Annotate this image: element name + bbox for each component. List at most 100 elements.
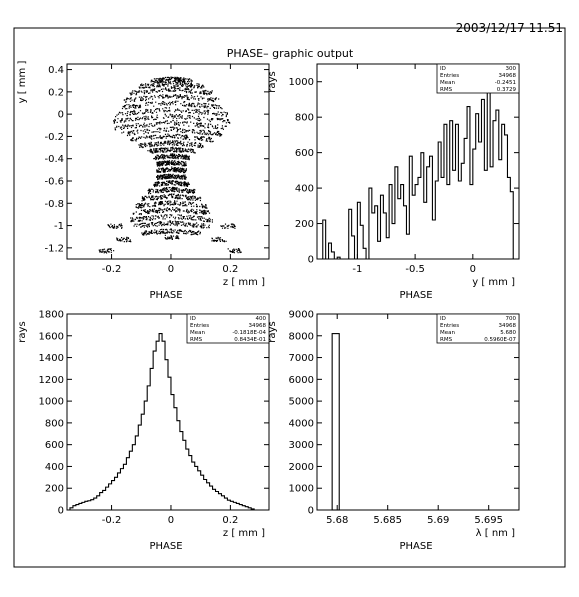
scatter-axes: -0.2 0 0.2 0.4 0.2 0 -0.2 -0.4 -0.6 -0.8 -1 -1.2 xyxy=(44,64,269,275)
hist-y-y-tick-label: 1000 xyxy=(289,77,314,88)
scatter-y-tick-label: 0.2 xyxy=(48,87,64,98)
hist-y-stats-frame xyxy=(436,63,520,94)
hist-lambda-stat-value: 0.5960E-07 xyxy=(484,337,516,343)
hist-y-histogram-outline xyxy=(322,88,517,260)
scatter-y-tick-label: -1.2 xyxy=(44,243,64,254)
hist-y-frame xyxy=(316,63,520,260)
hist-y-bars xyxy=(322,88,517,260)
scatter-y-tick-label: -0.8 xyxy=(44,199,64,210)
panel-hist-z: -0.2 0 0.2 0 200 400 600 800 1000 1200 1400 1600 180… xyxy=(17,310,270,552)
hist-y-y-tick-label: 0 xyxy=(308,255,314,266)
hist-y-caption: PHASE xyxy=(399,290,432,301)
hist-lambda-y-tick-label: 0 xyxy=(308,506,314,517)
hist-y-stat-value: -0.2451 xyxy=(495,80,516,86)
hist-lambda-x-tick-label: 5.68 xyxy=(326,515,348,526)
hist-z-y-tick-label: 200 xyxy=(45,484,64,495)
hist-lambda-y-label: rays xyxy=(267,321,278,342)
hist-y-y-tick-label: 200 xyxy=(295,219,314,230)
hist-lambda-y-tick-label: 3000 xyxy=(289,440,314,451)
hist-z-frame xyxy=(66,313,270,511)
hist-lambda-bars xyxy=(331,333,340,511)
hist-lambda-stat-key: Mean xyxy=(440,330,455,336)
hist-y-stat-key: Entries xyxy=(440,73,459,79)
page-title: PHASE– graphic output xyxy=(227,47,354,60)
hist-y-x-tick-label: 0 xyxy=(470,264,476,275)
hist-y-stat-key: RMS xyxy=(440,87,453,93)
scatter-y-tick-label: -0.4 xyxy=(44,154,64,165)
hist-lambda-stat-value: 5.680 xyxy=(500,330,516,336)
hist-lambda-caption: PHASE xyxy=(399,541,432,552)
hist-z-y-tick-label: 1600 xyxy=(39,331,64,342)
hist-z-y-tick-label: 0 xyxy=(58,506,64,517)
scatter-x-tick-label: -0.2 xyxy=(102,264,122,275)
scatter-y-tick-label: 0 xyxy=(58,110,64,121)
hist-y-stat-value: 0.3729 xyxy=(497,87,517,93)
hist-lambda-stat-key: ID xyxy=(440,316,446,322)
hist-z-stats-frame xyxy=(186,313,270,344)
hist-z-axes: -0.2 0 0.2 0 200 400 600 800 1000 1200 1400 1600 180… xyxy=(39,310,269,526)
hist-z-stat-value: 34968 xyxy=(249,323,267,329)
panel-scatter: -0.2 0 0.2 0.4 0.2 0 -0.2 -0.4 -0.6 -0.8 -1 -1.2 z … xyxy=(17,61,270,301)
hist-lambda-x-tick-label: 5.69 xyxy=(427,515,449,526)
hist-lambda-stat-key: Entries xyxy=(440,323,459,329)
hist-lambda-y-tick-label: 6000 xyxy=(289,375,314,386)
hist-z-y-label: rays xyxy=(17,321,28,342)
scatter-y-tick-label: 0.4 xyxy=(48,65,64,76)
hist-z-bars xyxy=(67,333,269,511)
hist-z-y-tick-label: 1200 xyxy=(39,375,64,386)
hist-y-stats-box: ID 300 Entries 34968 Mean -0.2451 RMS 0.3729 xyxy=(436,63,520,94)
hist-z-y-tick-label: 400 xyxy=(45,462,64,473)
hist-lambda-axes: 5.68 5.685 5.69 5.695 0 1000 2000 3000 4000 5000 6… xyxy=(289,310,519,526)
hist-lambda-x-tick-label: 5.685 xyxy=(373,515,402,526)
hist-lambda-y-tick-label: 1000 xyxy=(289,484,314,495)
hist-z-x-tick-label: 0.2 xyxy=(222,515,238,526)
scatter-x-label: z [ mm ] xyxy=(223,277,265,288)
hist-z-y-tick-label: 600 xyxy=(45,440,64,451)
hist-z-y-tick-label: 800 xyxy=(45,418,64,429)
hist-lambda-y-tick-label: 4000 xyxy=(289,418,314,429)
hist-y-x-tick-label: -1 xyxy=(352,264,362,275)
hist-y-stat-key: Mean xyxy=(440,80,455,86)
hist-z-y-tick-label: 1800 xyxy=(39,310,64,321)
hist-lambda-frame xyxy=(316,313,520,511)
hist-y-stat-value: 34968 xyxy=(499,73,517,79)
hist-y-y-label: rays xyxy=(267,71,278,92)
hist-z-stat-value: -0.1818E-04 xyxy=(232,330,266,336)
hist-z-stat-value: 0.8434E-01 xyxy=(234,337,266,343)
hist-z-stat-key: RMS xyxy=(190,337,203,343)
sheet-frame xyxy=(13,27,566,568)
scatter-points xyxy=(98,76,242,254)
hist-z-x-label: z [ mm ] xyxy=(223,528,265,539)
hist-lambda-y-tick-label: 2000 xyxy=(289,462,314,473)
scatter-y-tick-label: -1 xyxy=(54,221,64,232)
scatter-y-tick-label: -0.6 xyxy=(44,177,64,188)
hist-lambda-y-tick-label: 5000 xyxy=(289,397,314,408)
hist-y-x-label: y [ mm ] xyxy=(472,277,515,288)
hist-lambda-stat-key: RMS xyxy=(440,337,453,343)
hist-lambda-stat-value: 700 xyxy=(506,316,517,322)
scatter-frame xyxy=(66,63,270,260)
hist-lambda-stats-box: ID 700 Entries 34968 Mean 5.680 RMS 0.5960E-07 xyxy=(436,313,520,344)
hist-z-y-tick-label: 1400 xyxy=(39,353,64,364)
hist-y-stat-key: ID xyxy=(440,66,446,72)
hist-z-x-tick-label: -0.2 xyxy=(102,515,122,526)
timestamp: 2003/12/17 11.51 xyxy=(456,21,563,35)
scatter-point-cloud xyxy=(98,76,242,254)
hist-lambda-x-label: λ [ nm ] xyxy=(476,528,515,539)
hist-z-stat-key: ID xyxy=(190,316,196,322)
hist-z-stat-key: Entries xyxy=(190,323,209,329)
scatter-x-tick-label: 0 xyxy=(168,264,174,275)
hist-lambda-stat-value: 34968 xyxy=(499,323,517,329)
hist-lambda-x-tick-label: 5.695 xyxy=(474,515,503,526)
hist-z-y-tick-label: 1000 xyxy=(39,397,64,408)
hist-lambda-bar xyxy=(331,333,340,511)
scatter-caption: PHASE xyxy=(149,290,182,301)
hist-y-stat-value: 300 xyxy=(506,66,517,72)
hist-lambda-y-tick-label: 7000 xyxy=(289,353,314,364)
hist-z-stats-box: ID 400 Entries 34968 Mean -0.1818E-04 RMS 0.843… xyxy=(186,313,270,344)
hist-y-y-tick-label: 600 xyxy=(295,148,314,159)
scatter-y-label: y [ mm ] xyxy=(17,61,28,104)
hist-y-x-tick-label: -0.5 xyxy=(405,264,425,275)
hist-lambda-y-tick-label: 8000 xyxy=(289,331,314,342)
